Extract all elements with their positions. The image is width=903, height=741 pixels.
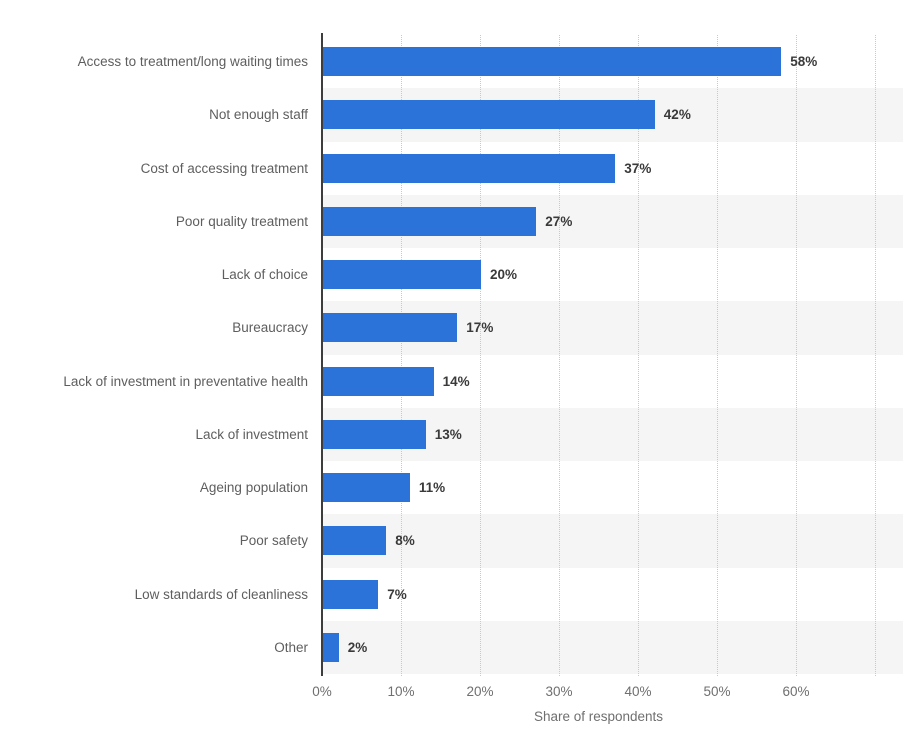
value-label: 58% xyxy=(790,54,818,69)
value-label: 14% xyxy=(442,373,470,389)
category-label: Lack of investment xyxy=(195,426,308,442)
value-label: 37% xyxy=(624,160,652,176)
category-label: Poor safety xyxy=(239,533,308,549)
x-axis-tick-label: 50% xyxy=(703,684,731,699)
x-axis-title: Share of respondents xyxy=(533,709,664,724)
row-stripe xyxy=(322,620,903,674)
category-label: Ageing population xyxy=(199,480,308,495)
bar[interactable] xyxy=(323,419,426,449)
category-label: Lack of choice xyxy=(221,267,308,282)
value-label: 20% xyxy=(490,267,518,282)
bar[interactable] xyxy=(323,100,655,130)
bar[interactable] xyxy=(323,153,616,183)
category-label: Not enough staff xyxy=(209,107,308,123)
row-stripe xyxy=(322,514,903,568)
value-label: 42% xyxy=(663,107,691,123)
gridline xyxy=(638,35,639,676)
bar[interactable] xyxy=(323,47,782,77)
value-label: 27% xyxy=(545,213,573,229)
bar[interactable] xyxy=(323,526,387,556)
value-label: 7% xyxy=(387,586,407,602)
x-axis-tick-label: 20% xyxy=(466,684,494,699)
gridline xyxy=(480,35,481,676)
bar[interactable] xyxy=(323,366,434,396)
category-label: Lack of investment in preventative healt… xyxy=(63,373,308,389)
y-axis-line xyxy=(321,33,323,676)
value-label: 13% xyxy=(434,426,462,442)
category-label: Bureaucracy xyxy=(232,320,308,336)
category-label: Cost of accessing treatment xyxy=(140,160,308,176)
value-label: 8% xyxy=(395,533,415,549)
bar[interactable] xyxy=(323,632,339,662)
gridline xyxy=(401,35,402,676)
x-axis-tick-label: 30% xyxy=(545,684,573,699)
category-label: Poor quality treatment xyxy=(175,213,308,229)
bar[interactable] xyxy=(323,260,481,290)
bar[interactable] xyxy=(323,206,537,236)
value-label: 17% xyxy=(466,320,494,336)
bar[interactable] xyxy=(323,313,458,343)
category-label: Other xyxy=(274,639,308,655)
bar[interactable] xyxy=(323,473,410,503)
x-axis-tick-label: 10% xyxy=(387,684,415,699)
gridline xyxy=(796,35,797,676)
x-axis-tick-label: 0% xyxy=(312,684,332,699)
value-label: 11% xyxy=(418,480,446,495)
gridline xyxy=(559,35,560,676)
value-label: 2% xyxy=(347,639,368,655)
x-axis-tick-label: 40% xyxy=(624,684,652,699)
gridline xyxy=(875,35,876,676)
bar[interactable] xyxy=(323,579,379,609)
category-label: Access to treatment/long waiting times xyxy=(77,54,308,69)
x-axis-tick-label: 60% xyxy=(782,684,810,699)
category-label: Low standards of cleanliness xyxy=(134,586,308,602)
gridline xyxy=(717,35,718,676)
